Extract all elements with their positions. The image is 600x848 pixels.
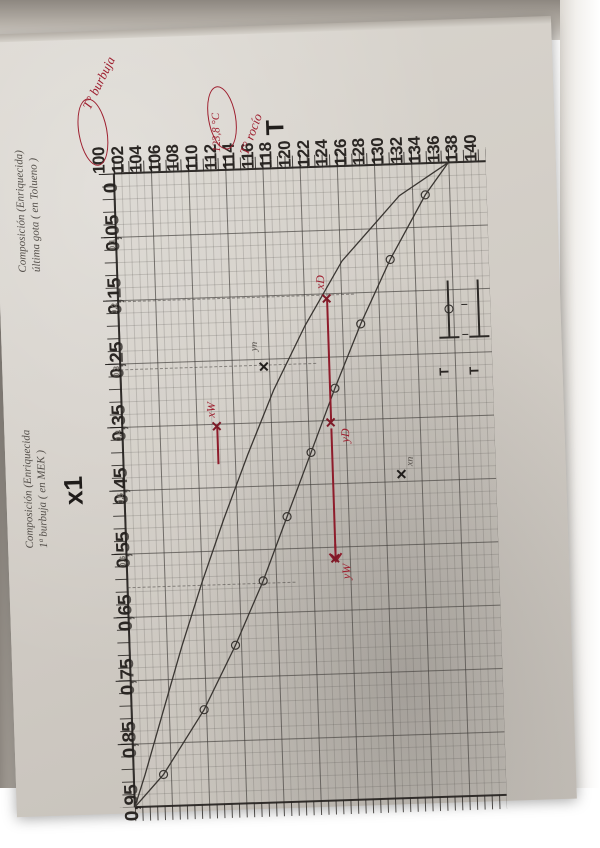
label-yn-pencil: yn (248, 341, 261, 352)
dew-point-marker (199, 705, 209, 715)
dew-point-marker (356, 319, 366, 329)
dew-point-marker (306, 447, 316, 458)
dew-temp-value: 123,8 °C (209, 112, 224, 153)
label-yw: yW (339, 563, 354, 580)
paper-sheet: 1001021041061081101121141161181201221241… (0, 15, 577, 822)
legend: T T (432, 273, 505, 376)
legend-cap-series2 (469, 335, 490, 338)
dew-point-markers (158, 190, 430, 780)
dew-point-marker (420, 190, 430, 200)
marker-yw (329, 552, 340, 563)
dew-point-marker (230, 640, 241, 650)
label-xw: xW (203, 401, 219, 418)
marker-yn (258, 360, 269, 371)
legend-line-series2 (476, 279, 480, 336)
legend-cap-series1 (439, 336, 460, 339)
label-xn-pencil: xn (404, 456, 416, 467)
marker-yd (325, 416, 336, 427)
dew-point-curve (134, 162, 449, 808)
composition-axis-title: x1 (57, 475, 89, 506)
legend-label-series2: T (466, 366, 482, 375)
bubble-point-curve (134, 161, 449, 808)
marker-xd (321, 292, 332, 303)
legend-tick-dash (461, 303, 468, 306)
dew-point-marker (282, 512, 292, 522)
marker-xn (396, 468, 407, 479)
marker-xw (211, 420, 222, 431)
legend-marker-circle (444, 304, 454, 314)
curves-svg (134, 161, 449, 808)
temperature-axis-title: T (261, 119, 290, 136)
label-yd: yD (337, 428, 353, 443)
dew-point-marker (158, 769, 169, 780)
legend-tick-dash2 (462, 333, 469, 336)
legend-label-series1: T (436, 367, 452, 376)
label-xd: xD (312, 274, 328, 290)
plot-area: xD yD xW yW yn xn T T (98, 147, 508, 822)
dew-point-marker (385, 254, 395, 265)
dew-point-marker (258, 576, 268, 586)
